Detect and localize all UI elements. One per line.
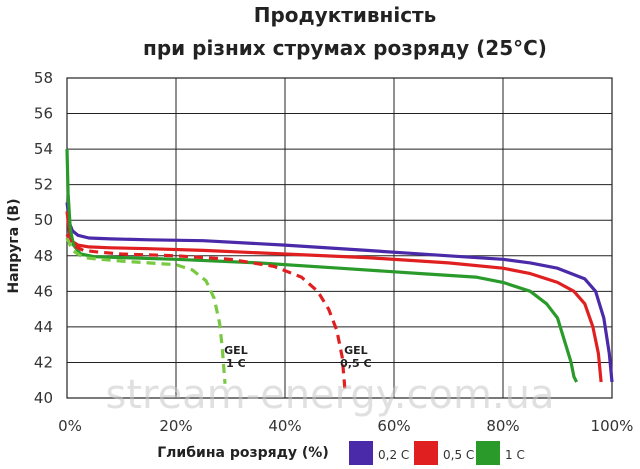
annotation-label: 1 C xyxy=(226,357,246,370)
series-line-gel-0-5-c xyxy=(65,233,347,390)
legend-label: 0,5 C xyxy=(443,448,474,462)
watermark: stream-energy.com.ua xyxy=(105,372,554,418)
y-axis-label: Напруга (В) xyxy=(6,198,22,293)
series-line-gel-1-c xyxy=(65,237,227,384)
x-tick-label: 40% xyxy=(268,417,301,435)
y-tick-label: 58 xyxy=(34,69,53,87)
series-line-0-2-c xyxy=(65,202,614,383)
x-tick-label: 60% xyxy=(377,417,410,435)
annotation-label: GEL xyxy=(344,344,368,357)
x-tick-label: 80% xyxy=(486,417,519,435)
x-tick-labels: 0% 20% 40% 60% 80% 100% xyxy=(58,417,633,435)
annotation-label: GEL xyxy=(224,344,248,357)
y-tick-label: 56 xyxy=(34,105,53,123)
legend-swatch xyxy=(414,441,438,465)
x-tick-label: 0% xyxy=(58,417,82,435)
series-lines xyxy=(65,149,614,390)
y-tick-label: 44 xyxy=(34,318,53,336)
series-line-1-c xyxy=(65,149,579,383)
y-tick-label: 50 xyxy=(34,211,53,229)
legend-label: 0,2 C xyxy=(378,448,409,462)
series-line-0-5-c xyxy=(65,211,603,383)
legend-swatch xyxy=(349,441,373,465)
x-tick-label: 100% xyxy=(591,417,634,435)
chart-title: Продуктивність при різних струмах розряд… xyxy=(143,3,547,60)
x-axis-label: Глибина розряду (%) xyxy=(157,445,328,461)
y-tick-label: 48 xyxy=(34,247,53,265)
annotation-label: 0,5 C xyxy=(340,357,371,370)
y-tick-label: 54 xyxy=(34,140,53,158)
y-tick-label: 46 xyxy=(34,282,53,300)
legend-swatch xyxy=(476,441,500,465)
y-tick-label: 40 xyxy=(34,389,53,407)
y-tick-label: 42 xyxy=(34,353,53,371)
chart-title-line-2: при різних струмах розряду (25°C) xyxy=(143,36,547,60)
y-tick-labels: 40 42 44 46 48 50 52 54 56 58 xyxy=(34,69,53,407)
legend: 0,2 C 0,5 C 1 C xyxy=(349,441,525,465)
chart-title-line-1: Продуктивність xyxy=(254,3,437,27)
legend-label: 1 C xyxy=(505,448,525,462)
x-tick-label: 20% xyxy=(159,417,192,435)
y-tick-label: 52 xyxy=(34,176,53,194)
